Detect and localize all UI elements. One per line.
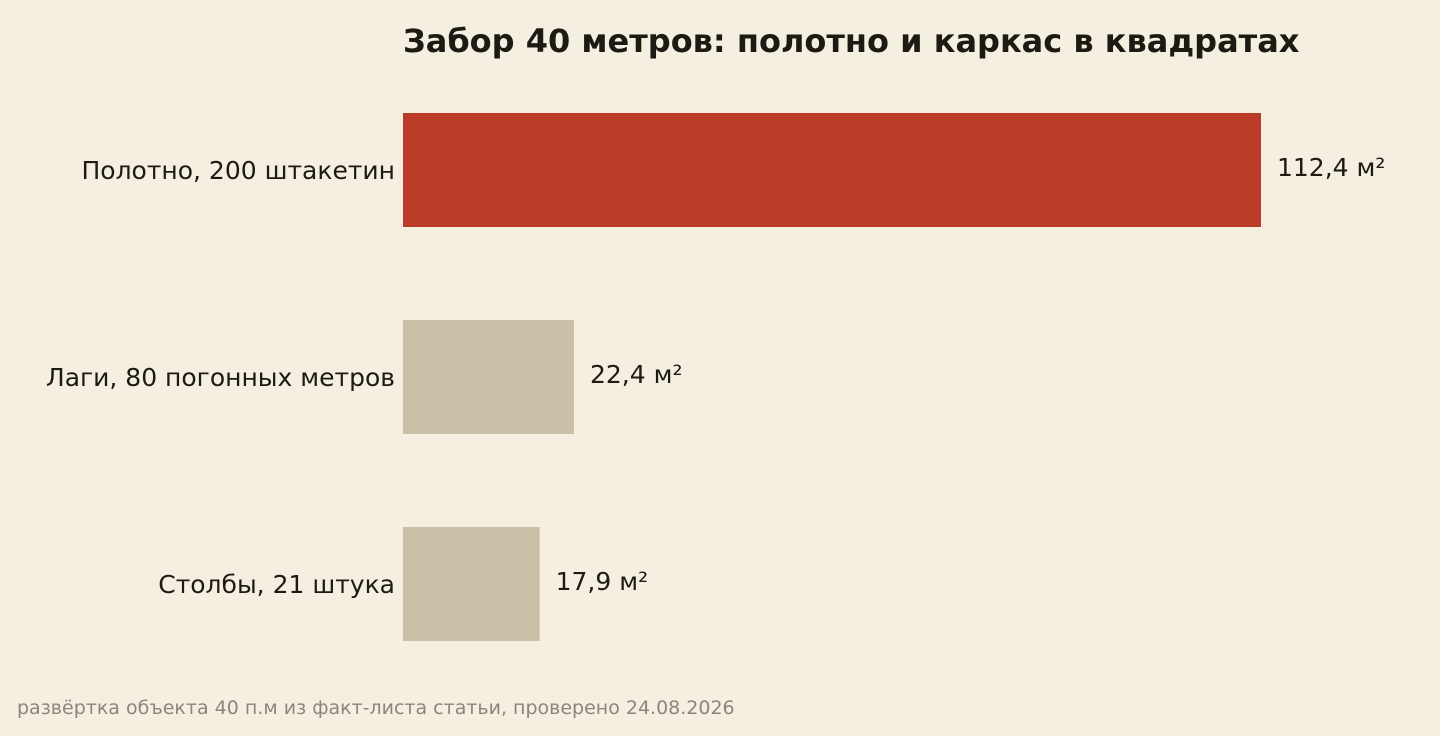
category-label-3: Столбы, 21 штука: [158, 570, 395, 599]
category-label-2: Лаги, 80 погонных метров: [46, 363, 395, 392]
bar-1: [403, 113, 1261, 227]
value-label-2: 22,4 м²: [590, 360, 683, 389]
bar-3: [403, 527, 540, 641]
chart-title: Забор 40 метров: полотно и каркас в квад…: [403, 22, 1300, 60]
value-label-1: 112,4 м²: [1277, 153, 1385, 182]
bar-2: [403, 320, 574, 434]
value-label-3: 17,9 м²: [556, 567, 649, 596]
source-note: развёртка объекта 40 п.м из факт-листа с…: [17, 697, 735, 719]
bars-group: Полотно, 200 штакетин 112,4 м² Лаги, 80 по…: [46, 113, 1385, 641]
category-label-1: Полотно, 200 штакетин: [81, 156, 395, 185]
